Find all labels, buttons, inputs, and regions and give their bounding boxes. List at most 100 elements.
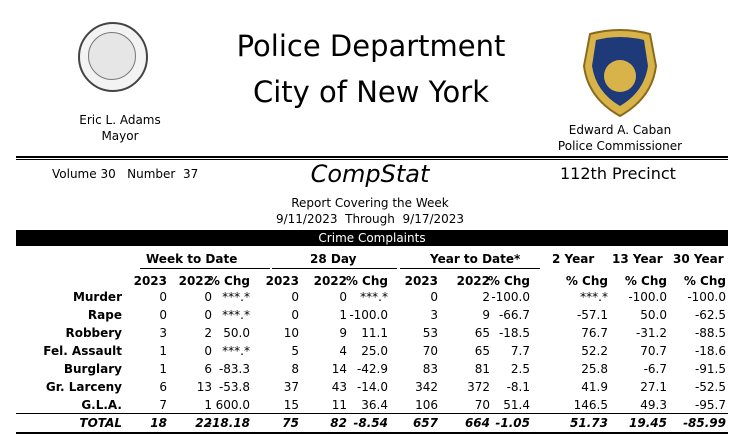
row-label: Robbery (65, 326, 122, 340)
group-28-day: 28 Day (310, 252, 357, 266)
total-cell: 657 (412, 416, 438, 430)
table-cell: 10 (283, 326, 299, 340)
table-cell: -53.8 (218, 380, 250, 394)
underline-ytd (400, 268, 540, 269)
table-cell: -88.5 (694, 326, 726, 340)
table-cell: 3 (159, 326, 167, 340)
table-cell: 4 (339, 344, 347, 358)
table-cell: 13 (196, 380, 212, 394)
total-cell: 22 (195, 416, 212, 430)
table-cell: 41.9 (581, 380, 608, 394)
column-header: % Chg (345, 274, 388, 288)
table-cell: -8.1 (506, 380, 530, 394)
table-cell: -62.5 (694, 308, 726, 322)
total-bottom-rule (16, 432, 728, 434)
group-30-year: 30 Year (673, 252, 724, 266)
table-cell: ***.* (580, 290, 608, 304)
table-cell: 9 (339, 326, 347, 340)
table-cell: 0 (339, 290, 347, 304)
table-cell: 2 (482, 290, 490, 304)
table-cell: 0 (430, 290, 438, 304)
commissioner-name: Edward A. Caban (568, 123, 672, 137)
table-cell: 1 (339, 308, 347, 322)
volume-number: Volume 30 Number 37 (52, 167, 199, 181)
table-cell: 70.7 (640, 344, 667, 358)
commissioner-title: Police Commissioner (557, 139, 683, 153)
table-cell: 5 (291, 344, 299, 358)
table-cell: 14 (331, 362, 347, 376)
header-rule (16, 156, 728, 158)
total-label: TOTAL (79, 416, 122, 430)
table-cell: 70 (474, 398, 490, 412)
table-cell: -52.5 (694, 380, 726, 394)
header-rule-thin (16, 159, 728, 160)
report-name: CompStat (310, 160, 430, 188)
table-cell: 1 (159, 362, 167, 376)
table-cell: 0 (159, 308, 167, 322)
table-cell: 106 (415, 398, 438, 412)
table-cell: -57.1 (576, 308, 608, 322)
row-label: G.L.A. (81, 398, 122, 412)
table-cell: -91.5 (694, 362, 726, 376)
column-header: 2023 (133, 274, 167, 288)
table-cell: 37 (283, 380, 299, 394)
nypd-badge-icon (582, 29, 658, 118)
total-cell: 18 (150, 416, 167, 430)
table-cell: 0 (204, 344, 212, 358)
table-cell: 6 (204, 362, 212, 376)
total-cell: 75 (282, 416, 299, 430)
table-cell: 53 (422, 326, 438, 340)
table-cell: 81 (474, 362, 490, 376)
table-cell: 7 (159, 398, 167, 412)
table-cell: 600.0 (215, 398, 250, 412)
total-cell: -18.18 (207, 416, 250, 430)
table-cell: 83 (422, 362, 438, 376)
group-13-year: 13 Year (612, 252, 663, 266)
table-cell: -100.0 (349, 308, 388, 322)
table-cell: -83.3 (218, 362, 250, 376)
total-cell: 664 (464, 416, 490, 430)
table-cell: -18.5 (498, 326, 530, 340)
precinct-label: 112th Precinct (560, 164, 676, 183)
table-cell: 36.4 (361, 398, 388, 412)
table-cell: -14.0 (356, 380, 388, 394)
underline-28day (272, 268, 397, 269)
row-label: Gr. Larceny (45, 380, 122, 394)
table-cell: 43 (331, 380, 347, 394)
table-cell: 11 (331, 398, 347, 412)
report-covering: Report Covering the Week (291, 196, 449, 210)
table-cell: 342 (415, 380, 438, 394)
column-header: % Chg (207, 274, 250, 288)
table-cell: ***.* (222, 344, 250, 358)
table-cell: 51.4 (503, 398, 530, 412)
table-cell: 25.8 (581, 362, 608, 376)
total-cell: -1.05 (495, 416, 530, 430)
column-header: 2022 (313, 274, 347, 288)
table-cell: -95.7 (694, 398, 726, 412)
column-header: % Chg (487, 274, 530, 288)
group-2-year: 2 Year (552, 252, 595, 266)
total-cell: 82 (330, 416, 347, 430)
column-header: 2023 (404, 274, 438, 288)
table-cell: 0 (204, 290, 212, 304)
table-cell: 0 (291, 290, 299, 304)
column-header: 2023 (265, 274, 299, 288)
total-cell: -8.54 (353, 416, 388, 430)
mayor-title: Mayor (101, 129, 139, 143)
column-header: 2022 (178, 274, 212, 288)
table-cell: 2.5 (510, 362, 530, 376)
table-cell: -66.7 (498, 308, 530, 322)
table-cell: 0 (204, 308, 212, 322)
row-label: Rape (87, 308, 122, 322)
section-header-bar: Crime Complaints (16, 230, 728, 246)
row-label: Fel. Assault (43, 344, 122, 358)
page-title-line2: City of New York (252, 75, 490, 109)
table-cell: 372 (467, 380, 490, 394)
table-cell: 65 (474, 344, 490, 358)
table-cell: 0 (159, 290, 167, 304)
table-cell: ***.* (222, 290, 250, 304)
table-cell: 2 (204, 326, 212, 340)
total-cell: 51.73 (570, 416, 608, 430)
table-cell: 9 (482, 308, 490, 322)
mayor-name: Eric L. Adams (79, 113, 161, 127)
